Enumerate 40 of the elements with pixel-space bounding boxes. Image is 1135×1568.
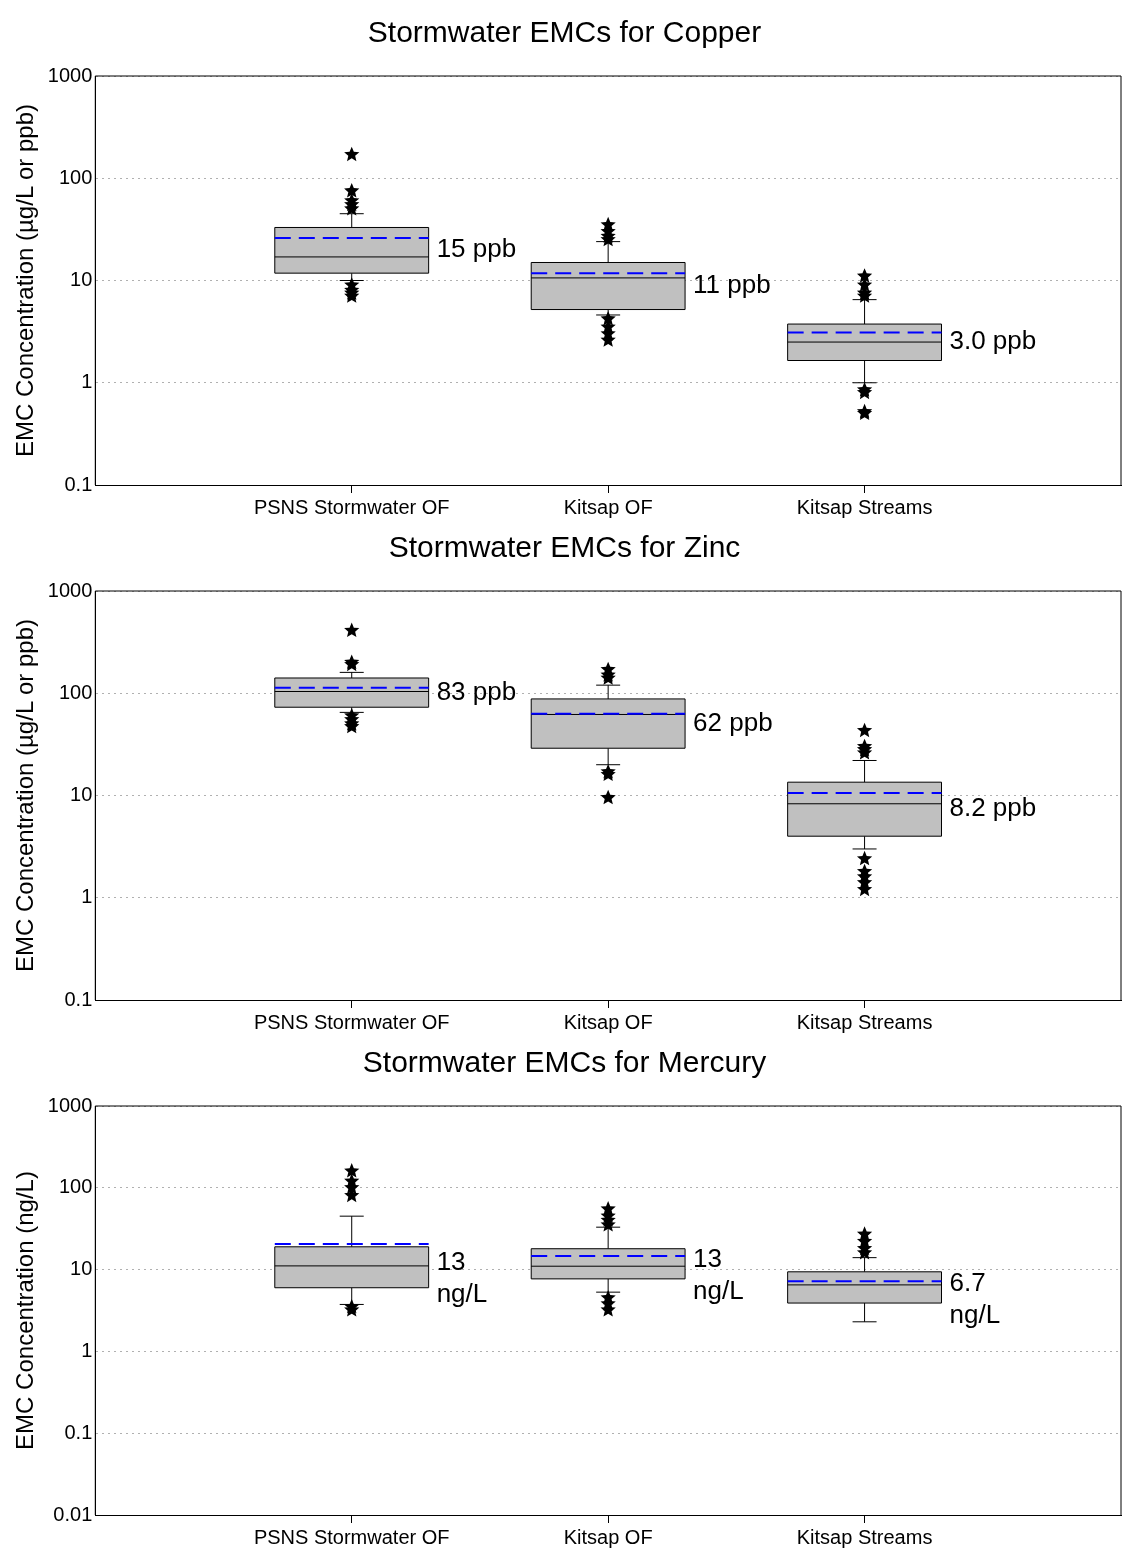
x-tick-label: Kitsap OF bbox=[563, 495, 653, 518]
y-tick-label: 1 bbox=[81, 1338, 93, 1361]
x-tick-label: PSNS Stormwater OF bbox=[253, 495, 450, 518]
y-tick-label: 0.01 bbox=[53, 1502, 93, 1525]
y-tick-label: 10 bbox=[70, 783, 93, 806]
x-tick-label: PSNS Stormwater OF bbox=[253, 1010, 450, 1033]
annotation: 3.0 ppb bbox=[949, 325, 1037, 356]
chart-title: Stormwater EMCs for Copper bbox=[367, 15, 762, 49]
y-tick-label: 100 bbox=[58, 680, 93, 703]
y-tick-label: 10 bbox=[70, 1257, 93, 1280]
x-tick-label: Kitsap Streams bbox=[796, 1525, 933, 1548]
chart-title: Stormwater EMCs for Zinc bbox=[388, 530, 741, 564]
annotation: 6.7 ng/L bbox=[949, 1266, 1001, 1329]
annotation: 13 ng/L bbox=[693, 1242, 744, 1305]
annotation: 13 ng/L bbox=[436, 1246, 488, 1309]
y-tick-label: 10 bbox=[70, 268, 93, 291]
annotation: 62 ppb bbox=[693, 706, 773, 737]
y-tick-label: 1000 bbox=[47, 578, 93, 601]
y-tick-label: 100 bbox=[58, 165, 93, 188]
y-tick-label: 1 bbox=[81, 370, 93, 393]
y-tick-label: 0.1 bbox=[64, 1420, 93, 1443]
y-tick-label: 1000 bbox=[47, 1093, 93, 1116]
y-axis-title: EMC Concentration (µg/L or ppb) bbox=[11, 103, 39, 458]
x-tick-label: Kitsap Streams bbox=[796, 1010, 933, 1033]
x-tick-label: Kitsap OF bbox=[563, 1010, 653, 1033]
y-tick-label: 0.1 bbox=[64, 987, 93, 1010]
y-tick-label: 0.1 bbox=[64, 472, 93, 495]
x-tick-label: Kitsap OF bbox=[563, 1525, 653, 1548]
chart-title: Stormwater EMCs for Mercury bbox=[362, 1045, 767, 1079]
y-tick-label: 1000 bbox=[47, 63, 93, 86]
x-tick-label: Kitsap Streams bbox=[796, 495, 933, 518]
y-axis-title: EMC Concentration (ng/L) bbox=[11, 1171, 39, 1450]
y-tick-label: 100 bbox=[58, 1175, 93, 1198]
annotation: 83 ppb bbox=[436, 675, 517, 706]
annotation: 15 ppb bbox=[436, 233, 517, 264]
y-tick-label: 1 bbox=[81, 885, 93, 908]
annotation: 11 ppb bbox=[693, 269, 771, 300]
x-tick-label: PSNS Stormwater OF bbox=[253, 1525, 450, 1548]
annotation: 8.2 ppb bbox=[949, 792, 1037, 823]
y-axis-title: EMC Concentration (µg/L or ppb) bbox=[11, 618, 39, 973]
